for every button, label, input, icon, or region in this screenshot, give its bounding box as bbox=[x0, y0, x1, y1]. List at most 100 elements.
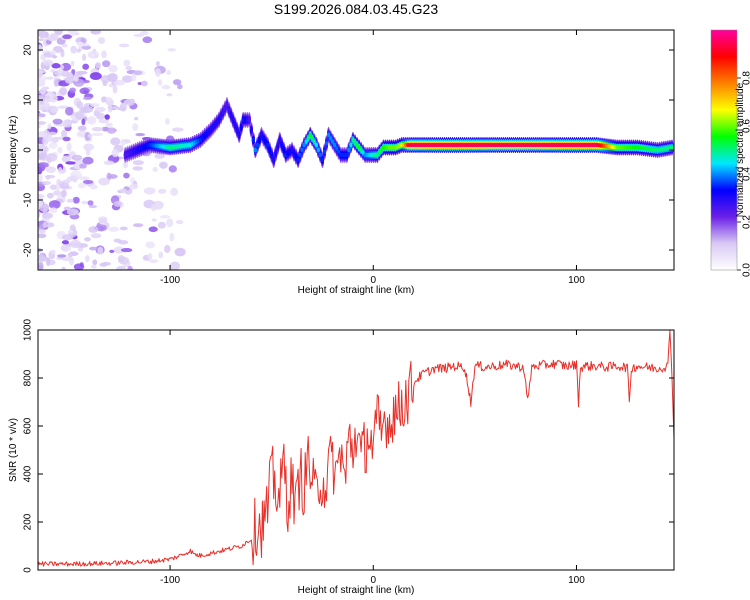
noise-blob bbox=[172, 79, 182, 86]
noise-blob bbox=[91, 264, 97, 269]
ridge-segment bbox=[221, 110, 225, 115]
snr-ytick-label: 400 bbox=[23, 465, 34, 482]
ridge-segment bbox=[329, 136, 333, 141]
noise-blob bbox=[78, 43, 90, 47]
noise-blob bbox=[158, 251, 164, 259]
ridge-segment bbox=[337, 149, 341, 154]
spectrogram-xtick-label: 100 bbox=[568, 275, 585, 286]
noise-blob bbox=[119, 102, 127, 112]
noise-blob bbox=[112, 84, 118, 94]
ridge-segment bbox=[294, 154, 298, 159]
noise-blob bbox=[82, 179, 94, 185]
ridge-segment bbox=[263, 139, 268, 144]
noise-blob bbox=[83, 143, 95, 151]
noise-blob bbox=[52, 118, 63, 125]
noise-blob bbox=[135, 132, 146, 137]
noise-blob bbox=[53, 190, 62, 196]
ridge-segment bbox=[300, 147, 304, 153]
noise-blob bbox=[133, 223, 144, 228]
snr-ytick-label: 1000 bbox=[23, 318, 34, 341]
snr-y-ticks: 0 200 400 600 800 1000 bbox=[23, 318, 674, 573]
noise-blob bbox=[137, 81, 143, 86]
noise-blob bbox=[77, 182, 86, 189]
noise-blob bbox=[70, 45, 77, 54]
noise-blob bbox=[42, 101, 50, 108]
snr-x-ticks: -100 0 100 bbox=[160, 330, 585, 586]
noise-blob bbox=[49, 207, 58, 214]
noise-blob bbox=[62, 34, 72, 40]
noise-blob bbox=[58, 166, 63, 174]
ridge-segment bbox=[231, 117, 235, 123]
noise-blob bbox=[87, 200, 94, 206]
noise-blob bbox=[69, 256, 75, 266]
noise-blob bbox=[165, 118, 170, 125]
noise-blob bbox=[45, 153, 58, 162]
snr-xtick-label: 0 bbox=[370, 575, 376, 586]
noise-blob bbox=[53, 78, 59, 87]
ridge-segment bbox=[261, 136, 266, 141]
noise-blob bbox=[48, 141, 58, 149]
noise-blob bbox=[123, 172, 130, 179]
noise-blob bbox=[111, 148, 119, 158]
snr-ytick-label: 800 bbox=[23, 369, 34, 386]
noise-blob bbox=[150, 203, 157, 212]
noise-blob bbox=[51, 63, 61, 69]
ridge-segment bbox=[314, 142, 318, 148]
noise-blob bbox=[143, 187, 156, 195]
noise-blob bbox=[59, 87, 68, 95]
noise-blob bbox=[154, 153, 166, 159]
ridge-segment bbox=[318, 152, 323, 158]
noise-blob bbox=[112, 106, 120, 110]
spectrogram-ridge bbox=[123, 97, 674, 168]
noise-blob bbox=[47, 123, 52, 130]
noise-blob bbox=[51, 136, 59, 143]
ridge-segment bbox=[670, 145, 674, 150]
noise-blob bbox=[97, 37, 106, 45]
noise-blob bbox=[87, 50, 100, 59]
ridge-segment bbox=[274, 151, 278, 156]
noise-blob bbox=[170, 187, 179, 197]
colorbar: 0.0 0.2 0.4 0.6 0.8 Normalized spectral ampl… bbox=[710, 29, 750, 277]
noise-blob bbox=[38, 261, 44, 270]
noise-blob bbox=[45, 76, 54, 80]
spectrogram-ytick-label: 10 bbox=[23, 94, 34, 106]
noise-blob bbox=[127, 265, 133, 270]
snr-ytick-label: 0 bbox=[23, 567, 34, 573]
noise-blob bbox=[76, 101, 84, 109]
noise-blob bbox=[99, 262, 108, 267]
noise-blob bbox=[38, 174, 43, 182]
noise-blob bbox=[81, 45, 92, 50]
colorbar-tick-label: 0.2 bbox=[741, 215, 750, 229]
noise-blob bbox=[49, 106, 58, 114]
ridge-segment bbox=[326, 132, 331, 138]
ridge-segment bbox=[251, 137, 255, 143]
noise-blob bbox=[105, 122, 113, 127]
noise-blob bbox=[128, 183, 139, 190]
noise-blob bbox=[175, 219, 184, 225]
ridge-segment bbox=[266, 142, 270, 148]
ridge-segment bbox=[306, 136, 310, 141]
noise-blob bbox=[97, 246, 104, 255]
ridge-segment bbox=[310, 136, 314, 141]
noise-blob bbox=[107, 104, 113, 113]
snr-frame bbox=[37, 329, 675, 571]
ridge-segment bbox=[259, 132, 264, 138]
snr-panel: -100 0 100 0 200 400 600 800 1000 Height of str… bbox=[8, 318, 675, 596]
noise-blob bbox=[151, 218, 157, 222]
ridge-segment bbox=[298, 152, 302, 158]
noise-blob bbox=[123, 161, 128, 169]
snr-ytick-label: 600 bbox=[23, 417, 34, 434]
noise-blob bbox=[132, 166, 143, 171]
ridge-segment bbox=[223, 106, 227, 111]
noise-blob bbox=[148, 259, 159, 264]
noise-blob bbox=[76, 48, 81, 53]
noise-blob bbox=[79, 87, 90, 95]
noise-blob bbox=[45, 175, 50, 180]
noise-blob bbox=[42, 206, 48, 215]
ridge-segment bbox=[324, 141, 329, 146]
noise-blob bbox=[158, 78, 163, 86]
noise-blob bbox=[49, 93, 58, 103]
noise-blob bbox=[65, 106, 74, 116]
noise-blob bbox=[107, 72, 118, 82]
